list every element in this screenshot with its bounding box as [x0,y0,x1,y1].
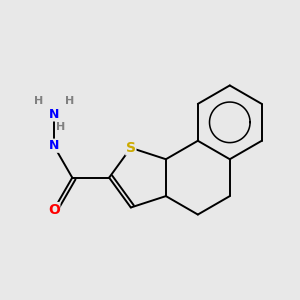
Text: N: N [49,139,59,152]
Text: S: S [126,141,136,155]
Text: H: H [34,96,43,106]
Text: N: N [49,108,59,121]
Text: H: H [56,122,65,132]
Text: O: O [48,202,60,217]
Text: H: H [65,96,74,106]
